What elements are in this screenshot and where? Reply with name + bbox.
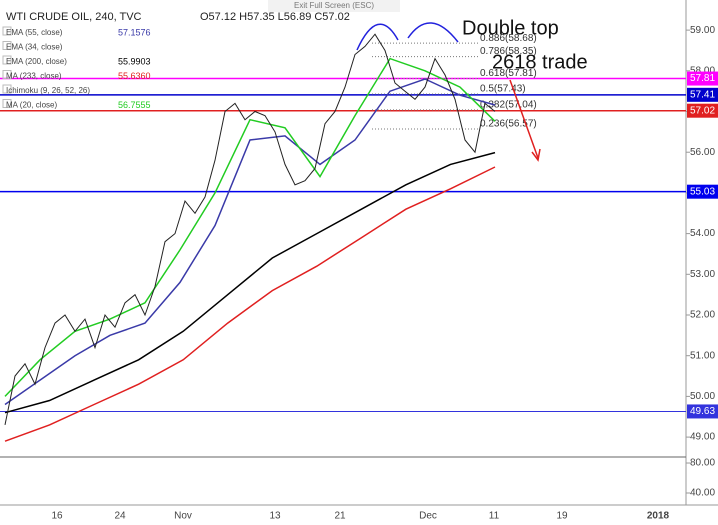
x-tick-label: 16: [51, 511, 63, 522]
legend-name: EMA (55, close): [6, 28, 63, 37]
level-tag: [687, 404, 718, 419]
price-line: [4, 33, 496, 426]
level-tag: [687, 184, 718, 199]
level-label: 57.81: [690, 73, 715, 84]
legend-value: 57.1576: [118, 27, 151, 37]
exit-label[interactable]: Exit Full Screen (ESC): [294, 1, 374, 10]
y-tick-label: 49.00: [690, 432, 715, 443]
x-tick-label: Dec: [419, 511, 437, 522]
fib-label: 0.382(57.04): [480, 100, 537, 111]
y-tick-label: 40.00: [690, 488, 715, 499]
fib-label: 0.886(58.68): [480, 33, 537, 44]
x-tick-label: 19: [556, 511, 568, 522]
x-tick-label: 2018: [647, 511, 670, 522]
top-arc: [407, 22, 459, 43]
indicator-line: [4, 151, 496, 414]
x-tick-label: Nov: [174, 511, 192, 522]
legend-name: EMA (200, close): [6, 57, 67, 66]
level-label: 57.41: [690, 89, 715, 100]
y-tick-label: 50.00: [690, 391, 715, 402]
legend-name: EMA (34, close): [6, 43, 63, 52]
indicator-line: [4, 166, 496, 442]
ohlc-label: O57.12 H57.35 L56.89 C57.02: [200, 11, 350, 23]
level-label: 57.02: [690, 105, 715, 116]
y-tick-label: 52.00: [690, 310, 715, 321]
level-label: 55.03: [690, 186, 715, 197]
legend-box: [2, 84, 12, 94]
y-tick-label: 51.00: [690, 350, 715, 361]
annotation: Double top: [462, 17, 559, 39]
fib-label: 0.236(56.57): [480, 119, 537, 130]
level-tag: [687, 87, 718, 102]
chart-title: WTI CRUDE OIL, 240, TVC: [6, 11, 142, 23]
y-tick-label: 59.00: [690, 25, 715, 36]
legend-box: [2, 26, 12, 36]
x-tick-label: 13: [269, 511, 281, 522]
y-tick-label: 80.00: [690, 458, 715, 469]
legend-name: MA (233, close): [6, 72, 62, 81]
legend-box: [2, 55, 12, 65]
legend-name: Ichimoku (9, 26, 52, 26): [6, 86, 90, 95]
legend-value: 55.6360: [118, 71, 151, 81]
indicator-line: [4, 57, 496, 397]
top-arc: [356, 23, 399, 51]
legend-value: 55.9903: [118, 56, 151, 66]
legend-box: [2, 99, 12, 108]
y-tick-label: 54.00: [690, 228, 715, 239]
arrow: [509, 79, 539, 159]
legend-name: MA (20, close): [6, 101, 57, 110]
y-tick-label: 56.00: [690, 147, 715, 158]
fib-label: 0.5(57.43): [480, 84, 526, 95]
fib-label: 0.618(57.81): [480, 68, 537, 79]
y-tick-label: 53.00: [690, 269, 715, 280]
exit-button[interactable]: [268, 0, 400, 12]
x-tick-label: 11: [489, 511, 500, 522]
level-label: 49.63: [690, 406, 715, 417]
indicator-line: [4, 78, 496, 406]
legend-box: [2, 41, 12, 50]
fib-label: 0.786(58.35): [480, 46, 537, 57]
x-tick-label: 21: [334, 511, 346, 522]
y-tick-label: 58.00: [690, 65, 715, 76]
x-tick-label: 24: [114, 511, 126, 522]
legend-box: [2, 70, 12, 79]
level-tag: [687, 71, 718, 86]
legend-value: 56.7555: [118, 100, 151, 110]
annotation: 2618 trade: [492, 51, 588, 73]
level-tag: [687, 103, 718, 118]
arrow-head: [531, 148, 541, 162]
